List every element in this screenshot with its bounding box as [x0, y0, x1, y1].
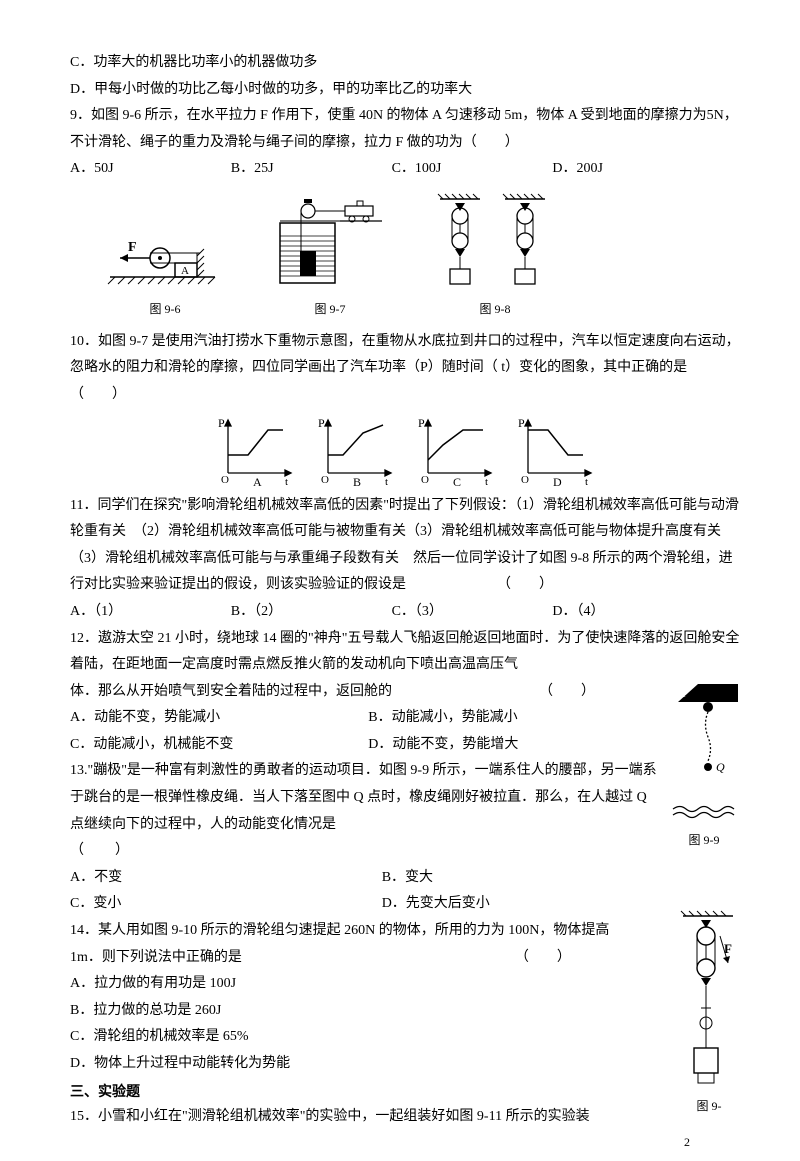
q12-opt-d: D．动能不变，势能增大 [368, 737, 518, 752]
graph-c: Pt O C [413, 415, 498, 487]
svg-text:t: t [385, 476, 388, 487]
q11-opt-c: C．（3） [392, 599, 553, 626]
svg-text:A: A [253, 475, 262, 487]
graph-a: Pt O A [213, 415, 298, 487]
svg-text:Q: Q [716, 760, 725, 774]
section-3-heading: 三、实验题 [70, 1078, 740, 1105]
svg-text:P: P [218, 416, 225, 430]
q13-options: A．不变 B．变大 C．变小 D．先变大后变小 [70, 865, 740, 918]
q14-opt-b: B．拉力做的总功是 260J [70, 998, 392, 1025]
svg-text:A: A [181, 265, 189, 277]
q14-text-2: 1m．则下列说法中正确的是 （ ） [70, 945, 740, 972]
q14-options: A．拉力做的有用功是 100J B．拉力做的总功是 260J C．滑轮组的机械效… [70, 971, 740, 1077]
q9-opt-a: A．50J [70, 156, 231, 183]
q13-text: 13."蹦极"是一种富有刺激性的勇敢者的运动项目．如图 9-9 所示，一端系住人… [70, 758, 740, 838]
q11-opt-a: A．（1） [70, 599, 231, 626]
q9-opt-c: C．100J [392, 156, 553, 183]
figures-row-1: F A 图 9-6 [100, 191, 740, 321]
q12-options: A．动能不变，势能减小 B．动能减小，势能减小 C．动能减小，机械能不变 D．动… [70, 705, 740, 758]
figure-9-8: 图 9-8 [430, 191, 560, 321]
q11-opt-b: B．（2） [231, 599, 392, 626]
figure-9-6: F A 图 9-6 [100, 221, 230, 321]
q10-graphs: Pt O A Pt O B Pt O C Pt O D [70, 415, 740, 487]
svg-text:t: t [485, 476, 488, 487]
graph-d: Pt O D [513, 415, 598, 487]
fig9x-label: 图 9- [678, 1095, 740, 1118]
q9-options: A．50J B．25J C．100J D．200J [70, 156, 740, 183]
figure-9-10: F 图 9- [678, 908, 740, 1118]
svg-text:O: O [221, 474, 229, 486]
q12-text-2: 体．那么从开始喷气到安全着陆的过程中，返回舱的 （ ） [70, 679, 740, 706]
q12-opt-a: A．动能不变，势能减小 [70, 705, 365, 732]
page-number: 2 [684, 1131, 690, 1154]
svg-text:P: P [518, 416, 525, 430]
fig97-label: 图 9-7 [270, 298, 390, 321]
svg-text:O: O [421, 474, 429, 486]
svg-text:O: O [321, 474, 329, 486]
q14-text-1: 14．某人用如图 9-10 所示的滑轮组匀速提起 260N 的物体，所用的力为 … [70, 918, 740, 945]
fig98-label: 图 9-8 [430, 298, 560, 321]
q12-opt-b: B．动能减小，势能减小 [368, 710, 517, 725]
q12-opt-c: C．动能减小，机械能不变 [70, 732, 365, 759]
svg-text:F: F [724, 941, 732, 956]
option-d: D．甲每小时做的功比乙每小时做的功多，甲的功率比乙的功率大 [70, 77, 740, 104]
q10-text: 10．如图 9-7 是使用汽油打捞水下重物示意图，在重物从水底拉到井口的过程中，… [70, 329, 740, 409]
q13-paren: （ ） [70, 838, 740, 865]
q11-text: 11．同学们在探究"影响滑轮组机械效率高低的因素"时提出了下列假设：（1）滑轮组… [70, 493, 740, 599]
fig96-label: 图 9-6 [100, 298, 230, 321]
svg-text:P: P [682, 688, 688, 700]
figure-9-7: 图 9-7 [270, 191, 390, 321]
q12-text-1: 12．遨游太空 21 小时，绕地球 14 圈的"神舟"五号载人飞船返回舱返回地面… [70, 626, 740, 679]
q9-text: 9．如图 9-6 所示，在水平拉力 F 作用下，使重 40N 的物体 A 匀速移… [70, 103, 740, 156]
q13-opt-c: C．变小 [70, 891, 378, 918]
q13-opt-a: A．不变 [70, 865, 378, 892]
option-c: C．功率大的机器比功率小的机器做功多 [70, 50, 740, 77]
q14-opt-c: C．滑轮组的机械效率是 65% [70, 1024, 392, 1051]
svg-text:P: P [418, 416, 425, 430]
q9-opt-d: D．200J [552, 156, 713, 183]
q15-text: 15．小雪和小红在"测滑轮组机械效率"的实验中，一起组装好如图 9-11 所示的… [70, 1104, 740, 1131]
svg-text:P: P [318, 416, 325, 430]
svg-text:C: C [453, 475, 461, 487]
q9-opt-b: B．25J [231, 156, 392, 183]
q13-opt-b: B．变大 [382, 870, 433, 885]
svg-text:t: t [285, 476, 288, 487]
svg-text:F: F [128, 240, 137, 255]
q11-options: A．（1） B．（2） C．（3） D．（4） [70, 599, 740, 626]
figure-9-9: P Q 图 9-9 [668, 679, 740, 852]
q14-opt-a: A．拉力做的有用功是 100J [70, 971, 392, 998]
svg-text:B: B [353, 475, 361, 487]
q11-opt-d: D．（4） [552, 599, 713, 626]
svg-text:O: O [521, 474, 529, 486]
q13-opt-d: D．先变大后变小 [382, 896, 490, 911]
svg-text:D: D [553, 475, 562, 487]
svg-text:t: t [585, 476, 588, 487]
q14-opt-d: D．物体上升过程中动能转化为势能 [70, 1051, 392, 1078]
graph-b: Pt O B [313, 415, 398, 487]
fig99-label: 图 9-9 [668, 829, 740, 852]
